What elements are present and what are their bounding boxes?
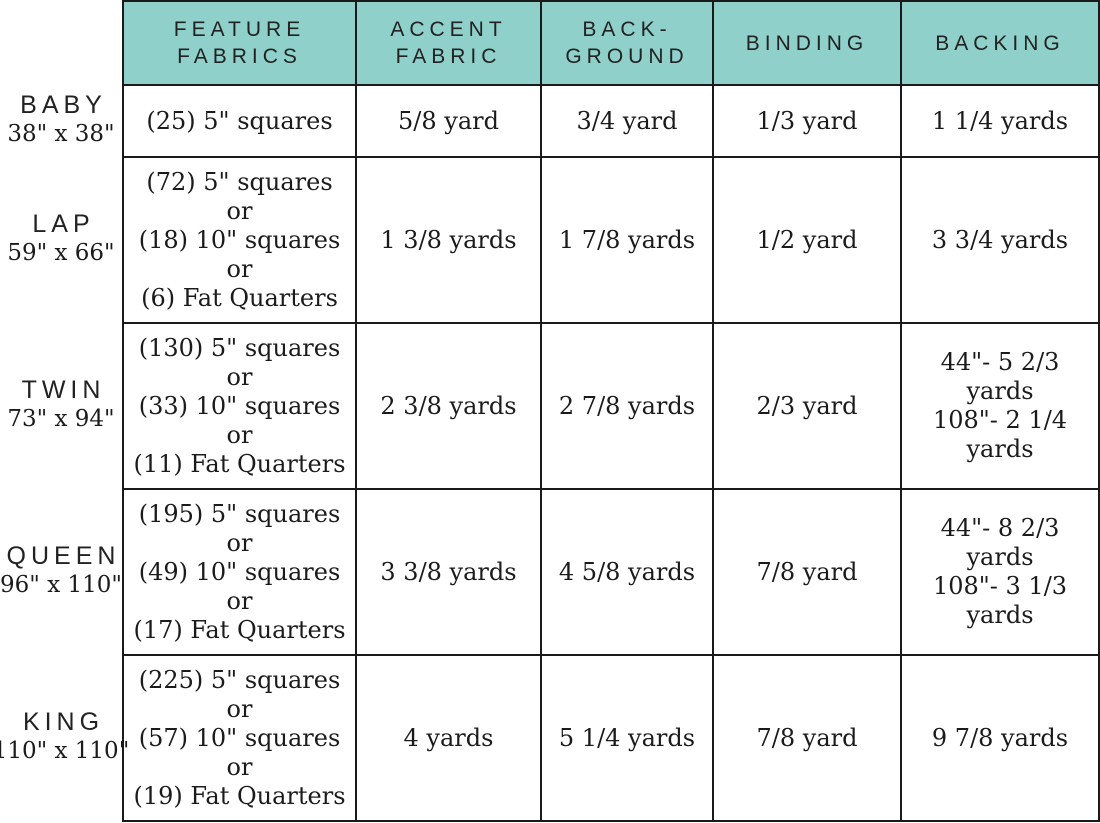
cell-background: 4 5/8 yards xyxy=(540,488,714,656)
table-row-king: (225) 5" squares or (57) 10" squares or … xyxy=(122,654,1100,822)
row-label-queen: QUEEN 96" x 110" xyxy=(0,488,122,654)
cell-binding: 1/2 yard xyxy=(712,156,902,324)
cell-backing: 9 7/8 yards xyxy=(900,654,1100,822)
cell-backing: 1 1/4 yards xyxy=(900,84,1100,158)
quilt-size-name: BABY xyxy=(20,91,107,119)
cell-feature-fabrics: (225) 5" squares or (57) 10" squares or … xyxy=(122,654,357,822)
cell-background: 5 1/4 yards xyxy=(540,654,714,822)
cell-accent-fabric: 4 yards xyxy=(355,654,542,822)
fabric-requirements-table: FEATURE FABRICS ACCENT FABRIC BACK- GROU… xyxy=(122,0,1100,822)
cell-feature-fabrics: (195) 5" squares or (49) 10" squares or … xyxy=(122,488,357,656)
column-header-binding: BINDING xyxy=(712,0,902,86)
cell-feature-fabrics: (130) 5" squares or (33) 10" squares or … xyxy=(122,322,357,490)
column-header-backing: BACKING xyxy=(900,0,1100,86)
cell-backing: 44"- 8 2/3 yards 108"- 3 1/3 yards xyxy=(900,488,1100,656)
cell-binding: 7/8 yard xyxy=(712,488,902,656)
quilt-size-dimensions: 73" x 94" xyxy=(7,406,115,432)
quilt-size-dimensions: 38" x 38" xyxy=(7,121,115,147)
cell-feature-fabrics: (72) 5" squares or (18) 10" squares or (… xyxy=(122,156,357,324)
cell-accent-fabric: 5/8 yard xyxy=(355,84,542,158)
quilt-size-dimensions: 59" x 66" xyxy=(7,240,115,266)
table-row-queen: (195) 5" squares or (49) 10" squares or … xyxy=(122,488,1100,656)
quilt-size-name: QUEEN xyxy=(6,542,121,570)
cell-accent-fabric: 2 3/8 yards xyxy=(355,322,542,490)
cell-binding: 2/3 yard xyxy=(712,322,902,490)
table-header: FEATURE FABRICS ACCENT FABRIC BACK- GROU… xyxy=(122,0,1100,86)
quilt-size-dimensions: 96" x 110" xyxy=(0,572,122,598)
cell-binding: 1/3 yard xyxy=(712,84,902,158)
row-label-baby: BABY 38" x 38" xyxy=(0,84,122,156)
quilt-size-dimensions: 110" x 110" xyxy=(0,738,130,764)
cell-backing: 3 3/4 yards xyxy=(900,156,1100,324)
table-body: (25) 5" squares 5/8 yard 3/4 yard 1/3 ya… xyxy=(122,84,1100,822)
cell-background: 1 7/8 yards xyxy=(540,156,714,324)
cell-binding: 7/8 yard xyxy=(712,654,902,822)
header-row: FEATURE FABRICS ACCENT FABRIC BACK- GROU… xyxy=(122,0,1100,86)
cell-accent-fabric: 3 3/8 yards xyxy=(355,488,542,656)
cell-accent-fabric: 1 3/8 yards xyxy=(355,156,542,324)
table-row-baby: (25) 5" squares 5/8 yard 3/4 yard 1/3 ya… xyxy=(122,84,1100,158)
table-row-lap: (72) 5" squares or (18) 10" squares or (… xyxy=(122,156,1100,324)
quilt-size-name: KING xyxy=(22,708,105,736)
cell-feature-fabrics: (25) 5" squares xyxy=(122,84,357,158)
row-label-twin: TWIN 73" x 94" xyxy=(0,322,122,488)
quilt-size-name: LAP xyxy=(32,210,95,238)
table-row-twin: (130) 5" squares or (33) 10" squares or … xyxy=(122,322,1100,490)
row-label-king: KING 110" x 110" xyxy=(0,654,129,820)
cell-background: 3/4 yard xyxy=(540,84,714,158)
column-header-accent-fabric: ACCENT FABRIC xyxy=(355,0,542,86)
cell-background: 2 7/8 yards xyxy=(540,322,714,490)
column-header-background: BACK- GROUND xyxy=(540,0,714,86)
quilt-size-name: TWIN xyxy=(21,376,106,404)
column-header-feature-fabrics: FEATURE FABRICS xyxy=(122,0,357,86)
cell-backing: 44"- 5 2/3 yards 108"- 2 1/4 yards xyxy=(900,322,1100,490)
row-label-lap: LAP 59" x 66" xyxy=(0,156,122,322)
